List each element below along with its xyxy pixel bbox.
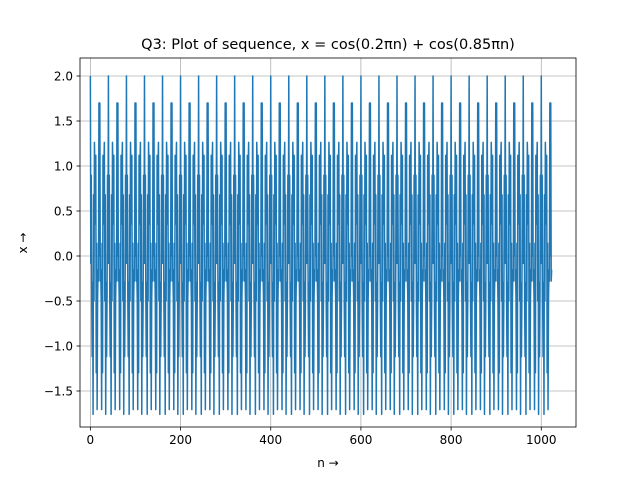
x-tick-label: 600 [349,433,372,447]
y-tick-label: 0.0 [54,249,73,263]
x-tick-label: 200 [169,433,192,447]
x-tick-label: 400 [259,433,282,447]
y-axis-label: x → [16,233,30,254]
chart-title: Q3: Plot of sequence, x = cos(0.2πn) + c… [141,37,515,53]
y-tick-label: 1.5 [54,114,73,128]
x-tick-label: 800 [440,433,463,447]
y-tick-label: 2.0 [54,69,73,83]
y-tick-label: −1.0 [44,339,73,353]
series-layer [89,75,553,416]
series-line [89,75,553,416]
x-tick-label: 1000 [526,433,557,447]
y-tick-label: −1.5 [44,384,73,398]
plot-frame [79,57,577,428]
y-axis-ticks: −1.5 −1.0 −0.5 0.0 0.5 1.0 1.5 2.0 [44,69,80,398]
x-axis-label: n → [317,456,338,470]
y-tick-label: 0.5 [54,204,73,218]
x-axis-ticks: 0 200 400 600 800 1000 [87,427,557,447]
y-tick-label: 1.0 [54,159,73,173]
y-tick-label: −0.5 [44,294,73,308]
x-tick-label: 0 [87,433,95,447]
